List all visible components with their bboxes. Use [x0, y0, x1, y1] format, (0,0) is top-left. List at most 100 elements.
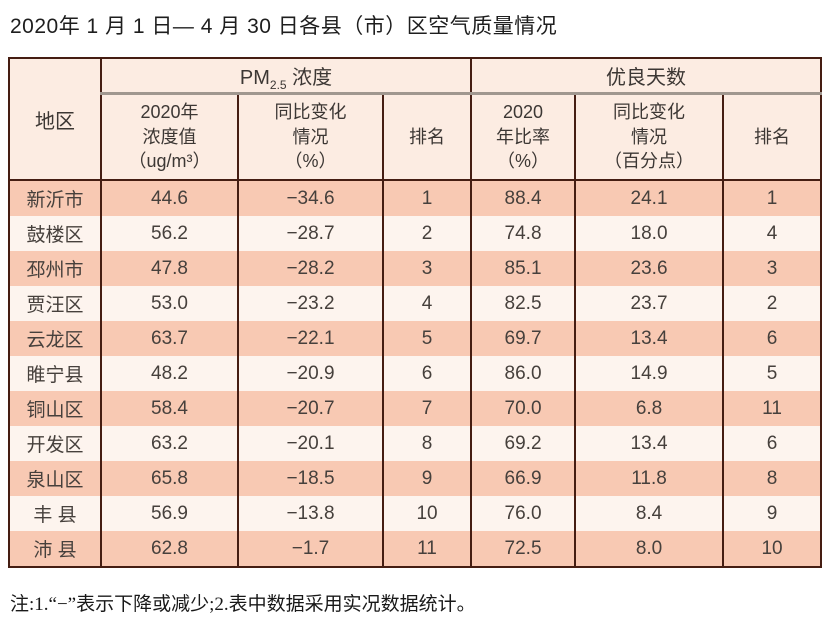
- days-rate-cell: 74.8: [470, 216, 577, 251]
- pm-rank-cell: 2: [381, 216, 473, 251]
- pm-change-cell: −20.1: [237, 426, 384, 461]
- days-change-cell: 8.0: [574, 531, 725, 567]
- pm-value-cell: 44.6: [100, 180, 239, 216]
- pm-value-cell: 63.2: [100, 426, 239, 461]
- table-row: 开发区 63.2 −20.1 8 69.2 13.4 6: [8, 426, 823, 461]
- days-rank-cell: 4: [722, 216, 823, 251]
- region-cell: 丰 县: [8, 496, 102, 531]
- pm-value-cell: 47.8: [100, 251, 239, 286]
- pm-value-cell: 56.9: [100, 496, 239, 531]
- table-row: 睢宁县 48.2 −20.9 6 86.0 14.9 5: [8, 356, 823, 391]
- pm-change-cell: −28.2: [237, 251, 384, 286]
- region-cell: 云龙区: [8, 321, 102, 356]
- days-change-cell: 13.4: [574, 426, 725, 461]
- header-days-rate: 2020 年比率 （%）: [470, 93, 577, 181]
- days-rank-cell: 8: [722, 461, 823, 496]
- pm-change-cell: −28.7: [237, 216, 384, 251]
- pm-change-cell: −22.1: [237, 321, 384, 356]
- days-rate-cell: 86.0: [470, 356, 577, 391]
- header-sub-row: 2020年 浓度值 （ug/m³） 同比变化 情况 （%） 排名 2020 年比…: [9, 93, 823, 181]
- table-row: 铜山区 58.4 −20.7 7 70.0 6.8 11: [8, 391, 823, 426]
- pm25-subscript: 2.5: [269, 78, 287, 92]
- table-row: 丰 县 56.9 −13.8 10 76.0 8.4 9: [8, 496, 823, 531]
- header-days-change: 同比变化 情况 （百分点）: [574, 93, 725, 181]
- region-cell: 沛 县: [8, 531, 102, 567]
- pm-rank-cell: 6: [381, 356, 473, 391]
- header-pm-rank: 排名: [381, 93, 473, 181]
- table-row: 云龙区 63.7 −22.1 5 69.7 13.4 6: [8, 321, 823, 356]
- pm-value-cell: 62.8: [100, 531, 239, 567]
- days-rank-cell: 6: [722, 321, 823, 356]
- days-rate-cell: 88.4: [470, 180, 577, 216]
- page-title: 2020年 1 月 1 日— 4 月 30 日各县（市）区空气质量情况: [10, 15, 558, 38]
- days-rate-cell: 69.2: [470, 426, 577, 461]
- days-rank-cell: 10: [722, 531, 823, 567]
- pm-rank-cell: 9: [381, 461, 473, 496]
- header-group-row: 地区 PM2.5 浓度 优良天数: [8, 58, 823, 181]
- pm25-label: PM: [239, 67, 270, 89]
- days-change-cell: 23.6: [574, 251, 725, 286]
- days-change-cell: 18.0: [574, 216, 725, 251]
- pm-value-cell: 58.4: [100, 391, 239, 426]
- region-cell: 睢宁县: [8, 356, 102, 391]
- pm-value-cell: 65.8: [100, 461, 239, 496]
- table-row: 贾汪区 53.0 −23.2 4 82.5 23.7 2: [8, 286, 823, 321]
- header-days-rank: 排名: [722, 93, 823, 181]
- pm-change-cell: −23.2: [237, 286, 384, 321]
- days-rate-cell: 82.5: [470, 286, 577, 321]
- header-pm25-group: PM2.5 浓度: [99, 58, 473, 95]
- days-rate-cell: 66.9: [470, 461, 577, 496]
- pm-value-cell: 48.2: [100, 356, 239, 391]
- header-region: 地区: [8, 58, 102, 181]
- pm-value-cell: 63.7: [100, 321, 239, 356]
- pm-change-cell: −20.9: [237, 356, 384, 391]
- pm-change-cell: −18.5: [237, 461, 384, 496]
- days-rank-cell: 9: [722, 496, 823, 531]
- table-row: 邳州市 47.8 −28.2 3 85.1 23.6 3: [8, 251, 823, 286]
- region-cell: 新沂市: [8, 180, 102, 216]
- table-row: 沛 县 62.8 −1.7 11 72.5 8.0 10: [8, 531, 823, 567]
- pm-change-cell: −13.8: [237, 496, 384, 531]
- pm-change-cell: −20.7: [237, 391, 384, 426]
- header-pm-change: 同比变化 情况 （%）: [237, 93, 384, 181]
- days-change-cell: 6.8: [574, 391, 725, 426]
- days-rate-cell: 70.0: [470, 391, 577, 426]
- days-change-cell: 23.7: [574, 286, 725, 321]
- header-pm-value: 2020年 浓度值 （ug/m³）: [100, 93, 239, 181]
- pm-value-cell: 53.0: [100, 286, 239, 321]
- pm-rank-cell: 8: [381, 426, 473, 461]
- table-header: 地区 PM2.5 浓度 优良天数 2020年 浓度值 （ug/m³） 同比变化 …: [8, 58, 823, 181]
- table-row: 泉山区 65.8 −18.5 9 66.9 11.8 8: [8, 461, 823, 496]
- table-body: 新沂市 44.6 −34.6 1 88.4 24.1 1 鼓楼区 56.2 −2…: [8, 180, 823, 567]
- days-change-cell: 14.9: [574, 356, 725, 391]
- region-cell: 泉山区: [8, 461, 102, 496]
- pm-change-cell: −34.6: [237, 180, 384, 216]
- region-cell: 铜山区: [8, 391, 102, 426]
- days-rate-cell: 69.7: [470, 321, 577, 356]
- region-cell: 鼓楼区: [8, 216, 102, 251]
- days-rank-cell: 1: [722, 180, 823, 216]
- table-row: 新沂市 44.6 −34.6 1 88.4 24.1 1: [8, 180, 823, 216]
- pm-rank-cell: 3: [381, 251, 473, 286]
- pm-rank-cell: 4: [381, 286, 473, 321]
- pm-rank-cell: 10: [381, 496, 473, 531]
- days-change-cell: 8.4: [574, 496, 725, 531]
- pm-rank-cell: 7: [381, 391, 473, 426]
- days-rate-cell: 72.5: [470, 531, 577, 567]
- days-rank-cell: 3: [722, 251, 823, 286]
- days-change-cell: 24.1: [574, 180, 725, 216]
- pm25-suffix: 浓度: [286, 67, 333, 89]
- pm-rank-cell: 11: [381, 531, 473, 567]
- pm-change-cell: −1.7: [237, 531, 384, 567]
- days-change-cell: 11.8: [574, 461, 725, 496]
- days-rank-cell: 11: [722, 391, 823, 426]
- pm-rank-cell: 1: [381, 180, 473, 216]
- days-rank-cell: 5: [722, 356, 823, 391]
- region-cell: 邳州市: [8, 251, 102, 286]
- days-rank-cell: 2: [722, 286, 823, 321]
- header-gooddays-group: 优良天数: [470, 58, 823, 95]
- days-rate-cell: 85.1: [470, 251, 577, 286]
- pm-value-cell: 56.2: [100, 216, 239, 251]
- days-rank-cell: 6: [722, 426, 823, 461]
